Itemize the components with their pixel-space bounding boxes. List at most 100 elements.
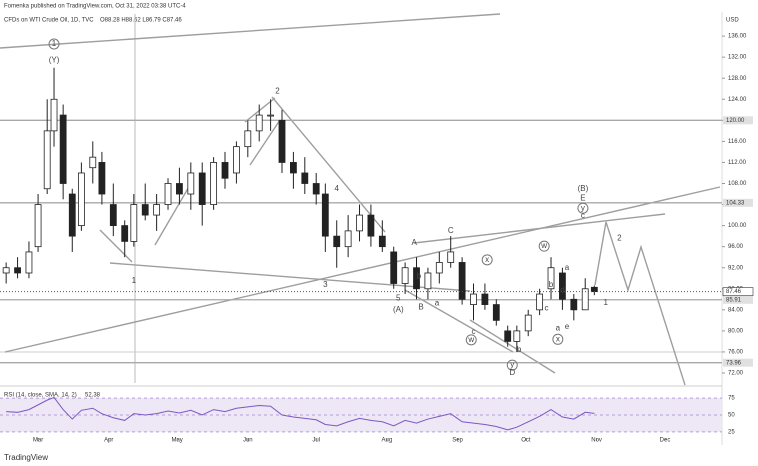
brand: TradingView (4, 453, 48, 462)
last-price-tag (722, 287, 754, 296)
publisher: Fomenka published on TradingView.com, Oc… (4, 4, 186, 10)
candle-body (581, 288, 589, 311)
wave-label: 1 (132, 276, 137, 285)
wave-label: a (565, 263, 570, 272)
candle-body (141, 204, 149, 216)
wave-label: b (417, 271, 422, 280)
wave-circle (506, 359, 518, 371)
ohlc: O88.28 H88.62 L86.79 C87.46 (100, 18, 182, 24)
candle-body (447, 251, 455, 263)
rsi-last: 52.38 (85, 393, 101, 399)
y-tick-label: 136.00 (728, 34, 747, 40)
x-tick-label: Jun (243, 438, 253, 444)
candle-body (524, 314, 532, 332)
candle-body (59, 114, 67, 184)
candle-body (2, 267, 10, 274)
y-tick-label: 116.00 (728, 139, 747, 145)
candle-body (559, 272, 566, 300)
candle-body (210, 162, 218, 205)
y-tick-label: 96.00 (728, 244, 744, 250)
candle-body (14, 267, 21, 274)
wave-label: 3 (323, 280, 328, 289)
currency: USD (726, 18, 739, 24)
wave-circle (481, 254, 493, 266)
candle-body (458, 262, 466, 300)
candle-body (244, 130, 252, 148)
candle-body (255, 114, 263, 132)
wave-label: (Y) (49, 55, 60, 64)
candle-body (470, 293, 477, 305)
level-label: 104.33 (726, 200, 745, 206)
candle-body (164, 183, 172, 205)
y-tick-label: 128.00 (728, 76, 747, 82)
wave-label: D (509, 368, 515, 377)
symbol: CFDs on WTI Crude Oil, 1D, TVC (4, 18, 94, 24)
wave-label: c (581, 211, 585, 220)
level-label: 73.96 (726, 360, 742, 366)
candle-body (356, 214, 363, 232)
rsi-title: RSI (14, close, SMA, 14, 2) (4, 393, 77, 399)
candle-body (321, 193, 329, 237)
candle-body (98, 162, 106, 195)
wave-circle (538, 240, 550, 252)
rsi-line (6, 396, 595, 431)
candle-body (513, 330, 521, 342)
y-tick-label: 80.00 (728, 328, 744, 334)
candle-body (333, 235, 341, 248)
wave-label: (B) (578, 184, 589, 193)
y-tick-label: 124.00 (728, 97, 747, 103)
wave-label: 4 (334, 184, 339, 193)
wave-label: E (580, 193, 585, 202)
y-tick-label: 76.00 (728, 350, 744, 356)
wave-label: b (549, 280, 554, 289)
candle-body (89, 156, 97, 169)
candle-body (367, 214, 375, 237)
drawings (0, 13, 721, 386)
candle-body (221, 162, 229, 179)
candle-body (536, 293, 544, 311)
y-tick-label: 132.00 (728, 55, 747, 61)
wave-label: 1 (52, 39, 57, 48)
wave-label: 2 (275, 86, 280, 95)
y-tick-label: 100.00 (728, 223, 747, 229)
candle-body (34, 204, 42, 248)
candle-body (121, 225, 129, 242)
candle-body (492, 304, 500, 321)
level-label: 85.91 (726, 297, 742, 303)
rsi-tick-label: 50 (728, 413, 735, 419)
candle-body (312, 183, 320, 195)
candle-body (50, 98, 58, 132)
level-tag (723, 358, 753, 367)
candle-body (547, 267, 555, 290)
candle-body (68, 193, 76, 237)
wave-label: A (412, 238, 418, 247)
candle-body (43, 130, 51, 190)
x-tick-label: Dec (660, 438, 671, 444)
wave-label: a (435, 299, 440, 308)
y-tick-label: 84.00 (728, 307, 744, 313)
wave-label: 5 (396, 293, 401, 302)
candle-body (413, 267, 420, 290)
candle-body (278, 119, 286, 163)
candle-body (590, 286, 598, 293)
rsi-tick-label: 75 (728, 396, 735, 402)
wave-label: 1 (604, 298, 609, 307)
level-tag (723, 295, 753, 304)
candle-body (301, 172, 309, 184)
wave-label: b (517, 345, 522, 354)
candle-body (233, 146, 240, 174)
y-tick-label: 112.00 (728, 160, 747, 166)
x-tick-label: Apr (104, 438, 113, 444)
x-tick-label: Oct (521, 438, 531, 444)
y-tick-label: 72.00 (728, 371, 744, 377)
candle-body (77, 172, 85, 227)
wave-label: c (544, 303, 548, 312)
wave-label: w (540, 241, 547, 250)
candle-body (378, 235, 386, 248)
candle-body (109, 204, 117, 227)
level-tag (723, 116, 753, 125)
candle-body (344, 230, 352, 248)
wave-label: (A) (393, 305, 404, 314)
wave-label: a (556, 323, 561, 332)
